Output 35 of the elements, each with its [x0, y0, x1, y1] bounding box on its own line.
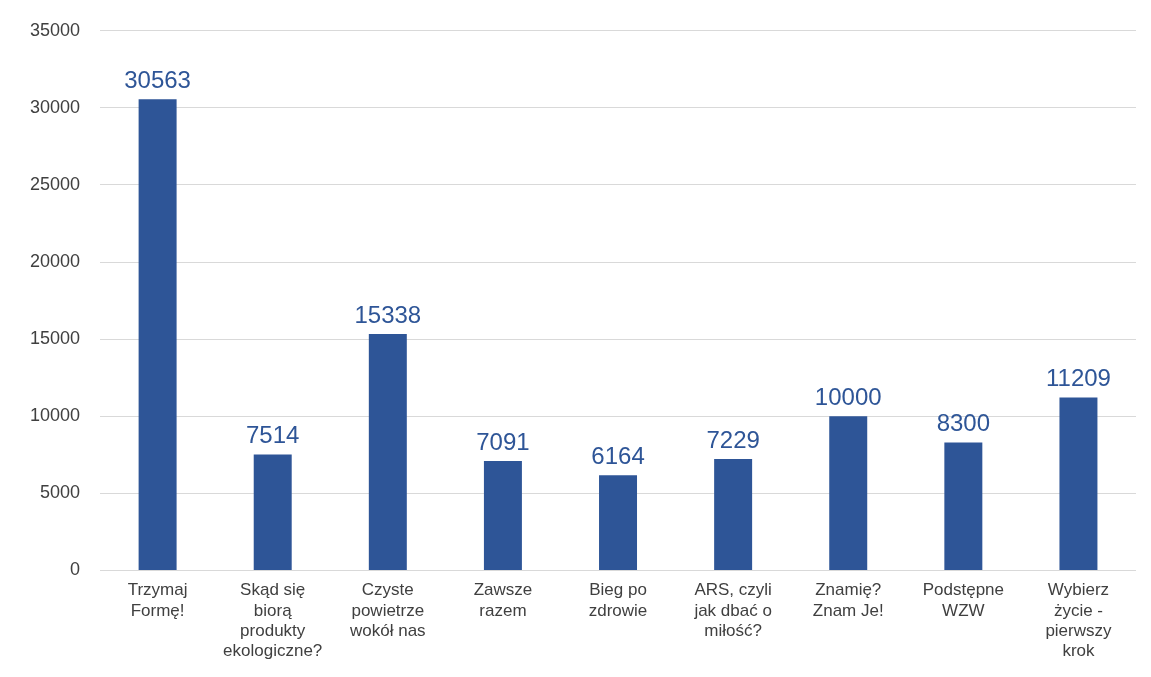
data-label: 6164	[591, 441, 645, 469]
bar	[483, 461, 522, 570]
bar	[368, 333, 407, 570]
bar	[138, 99, 177, 570]
y-tick-label: 0	[70, 559, 81, 580]
bar	[714, 458, 753, 570]
y-tick-label: 30000	[29, 96, 81, 117]
x-tick-label: Podstępne WZW	[922, 580, 1004, 620]
data-label: 7091	[476, 427, 530, 455]
x-tick-label: Skąd się biorą produkty ekologiczne?	[223, 580, 323, 661]
data-label: 15338	[354, 300, 422, 328]
data-label: 8300	[936, 409, 991, 437]
y-tick-label: 5000	[40, 482, 81, 503]
bar	[599, 475, 638, 570]
bar	[944, 442, 983, 570]
bar	[1059, 397, 1098, 570]
y-tick-label: 25000	[29, 173, 81, 194]
x-tick-label: ARS, czyli jak dbać o miłość?	[693, 580, 772, 641]
x-tick-label: Trzymaj Formę!	[127, 580, 188, 620]
data-label: 7514	[246, 421, 300, 449]
bar	[829, 416, 868, 570]
y-tick-label: 10000	[29, 405, 81, 426]
y-tick-label: 20000	[29, 251, 81, 272]
x-tick-label: Wybierz życie - pierwszy krok	[1045, 580, 1113, 661]
bar	[253, 454, 292, 570]
y-tick-label: 15000	[29, 328, 81, 349]
data-label: 7229	[706, 425, 760, 453]
x-tick-label: Bieg po zdrowie	[588, 580, 648, 620]
x-tick-label: Czyste powietrze wokół nas	[349, 580, 426, 641]
x-tick-label: Znamię? Znam Je!	[812, 580, 884, 620]
x-tick-label: Zawsze razem	[473, 580, 533, 620]
data-label: 30563	[124, 65, 191, 93]
data-label: 11209	[1045, 364, 1111, 392]
data-label: 10000	[814, 382, 882, 410]
y-tick-label: 35000	[29, 19, 81, 40]
